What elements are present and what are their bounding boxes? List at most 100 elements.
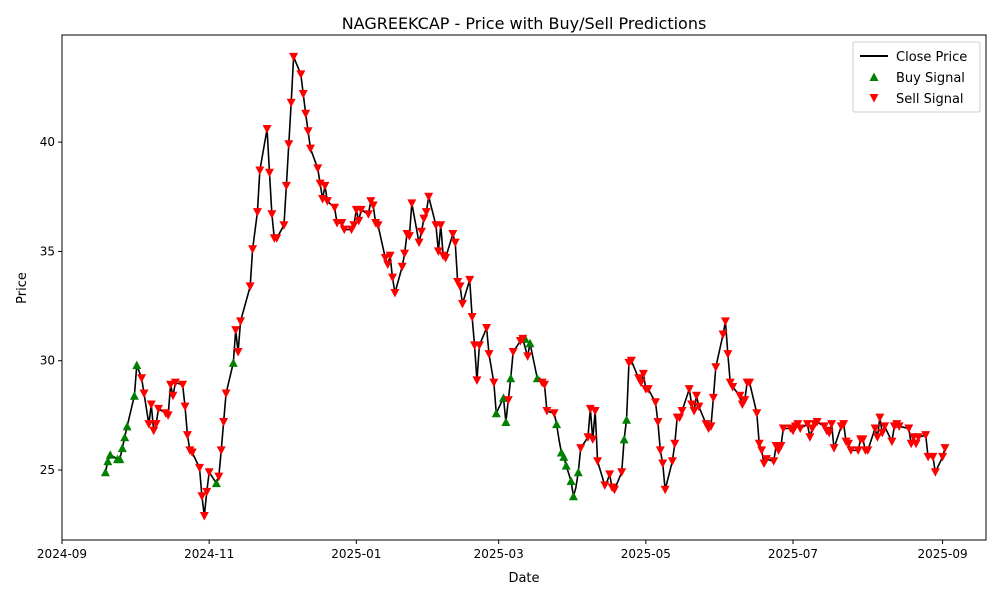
- sell-signal-marker: [320, 181, 330, 191]
- y-tick-label: 40: [40, 135, 55, 149]
- sell-signal-marker: [655, 446, 665, 455]
- buy-signal-marker: [506, 373, 516, 383]
- sell-signal-marker: [675, 413, 685, 423]
- x-tick-label: 2024-11: [184, 547, 234, 561]
- sell-signal-marker: [754, 439, 764, 449]
- buy-signal-marker: [561, 461, 571, 470]
- sell-signal-marker: [144, 420, 154, 429]
- sell-signal-marker: [795, 424, 805, 434]
- x-tick-label: 2025-01: [331, 547, 381, 561]
- sell-signal-marker: [819, 422, 829, 431]
- sell-signal-marker: [397, 262, 407, 272]
- sell-signal-marker: [711, 363, 721, 372]
- sell-signal-marker: [281, 181, 291, 191]
- sell-signal-marker: [296, 70, 306, 79]
- sell-signal-marker: [853, 446, 863, 455]
- sell-signal-marker: [178, 380, 188, 390]
- sell-signal-marker: [667, 457, 677, 466]
- sell-signal-marker: [279, 221, 289, 230]
- buy-signal-marker: [566, 476, 576, 485]
- sell-signal-marker: [701, 420, 711, 429]
- sell-signal-marker: [904, 424, 914, 434]
- sell-signal-marker: [286, 98, 296, 108]
- sell-signal-marker: [694, 402, 704, 412]
- sell-signal-marker: [219, 417, 229, 427]
- sell-signal-marker: [684, 385, 694, 394]
- sell-signal-marker: [187, 448, 197, 458]
- sell-signal-marker: [761, 455, 771, 464]
- sell-signal-marker: [255, 166, 265, 176]
- sell-signal-marker: [812, 417, 822, 427]
- sell-signal-marker: [846, 446, 856, 455]
- sell-signal-marker: [303, 127, 313, 136]
- legend-box: [852, 41, 981, 113]
- sell-signal-marker: [643, 385, 653, 394]
- sell-signal-marker: [298, 90, 308, 99]
- sell-signal-marker: [414, 238, 424, 248]
- sell-signal-marker: [863, 446, 873, 455]
- sell-signal-marker: [829, 444, 839, 453]
- sell-signal-marker: [366, 197, 376, 206]
- sell-signal-marker: [802, 420, 812, 429]
- sell-signal-marker: [236, 317, 246, 326]
- x-tick-label: 2025-05: [621, 547, 671, 561]
- sell-signal-marker: [805, 433, 815, 442]
- sell-signal-marker: [877, 428, 887, 438]
- sell-signal-marker: [875, 413, 885, 423]
- sell-signal-marker: [735, 391, 745, 401]
- sell-signal-marker: [880, 422, 890, 431]
- sell-signal-marker: [839, 420, 849, 429]
- sell-signal-marker: [197, 492, 207, 501]
- sell-signal-marker: [182, 431, 192, 440]
- sell-signal-marker: [843, 439, 853, 449]
- sell-signal-marker: [660, 485, 670, 495]
- legend-buy-label: Buy Signal: [896, 71, 965, 86]
- sell-signal-marker: [593, 457, 603, 466]
- sell-signal-marker: [938, 452, 948, 462]
- sell-signal-marker: [894, 422, 904, 431]
- sell-signal-marker: [388, 273, 398, 283]
- legend-close-label: Close Price: [896, 50, 967, 65]
- x-tick-label: 2025-03: [474, 547, 524, 561]
- sell-signal-marker: [465, 275, 475, 285]
- sell-signal-marker: [231, 326, 241, 335]
- sell-signal-marker: [301, 109, 311, 119]
- sell-signal-marker: [887, 437, 897, 447]
- x-axis: 2024-09 2024-11 2025-01 2025-03 2025-05 2025-…: [37, 540, 968, 561]
- sell-signal-marker: [523, 352, 533, 361]
- sell-signal-marker: [824, 428, 834, 438]
- sell-signal-marker: [363, 210, 373, 219]
- sell-signal-marker: [214, 472, 224, 482]
- sell-signal-marker: [339, 225, 349, 235]
- legend-sell-swatch: [869, 94, 879, 103]
- sell-signal-marker: [590, 407, 600, 416]
- sell-signal-marker: [689, 407, 699, 416]
- buy-signal-marker: [619, 434, 629, 444]
- sell-signal-marker: [385, 251, 395, 261]
- sell-signal-marker: [349, 221, 359, 230]
- sell-signal-marker: [728, 382, 738, 392]
- sell-signal-marker: [284, 140, 294, 149]
- sell-signal-marker: [677, 407, 687, 416]
- sell-signal-marker: [718, 330, 728, 340]
- buy-signal-marker: [132, 360, 142, 370]
- sell-signal-marker: [305, 144, 315, 154]
- buy-signal-marker: [228, 358, 238, 367]
- x-tick-label: 2024-09: [37, 547, 87, 561]
- sell-signal-marker: [489, 378, 499, 388]
- sell-signal-marker: [542, 407, 552, 416]
- buy-signal-marker: [122, 421, 132, 431]
- sell-signal-marker: [289, 52, 299, 62]
- sell-signal-marker: [195, 463, 205, 473]
- sell-signal-marker: [913, 433, 923, 442]
- y-axis-label: Price: [15, 272, 30, 304]
- sell-signal-marker: [482, 323, 492, 333]
- sell-signal-marker: [416, 227, 426, 237]
- sell-signal-marker: [723, 350, 733, 359]
- sell-signal-marker: [272, 234, 282, 243]
- sell-signal-marker: [484, 350, 494, 359]
- sell-signal-marker: [653, 417, 663, 427]
- sell-signal-marker: [180, 402, 190, 412]
- plot-area: [61, 34, 987, 541]
